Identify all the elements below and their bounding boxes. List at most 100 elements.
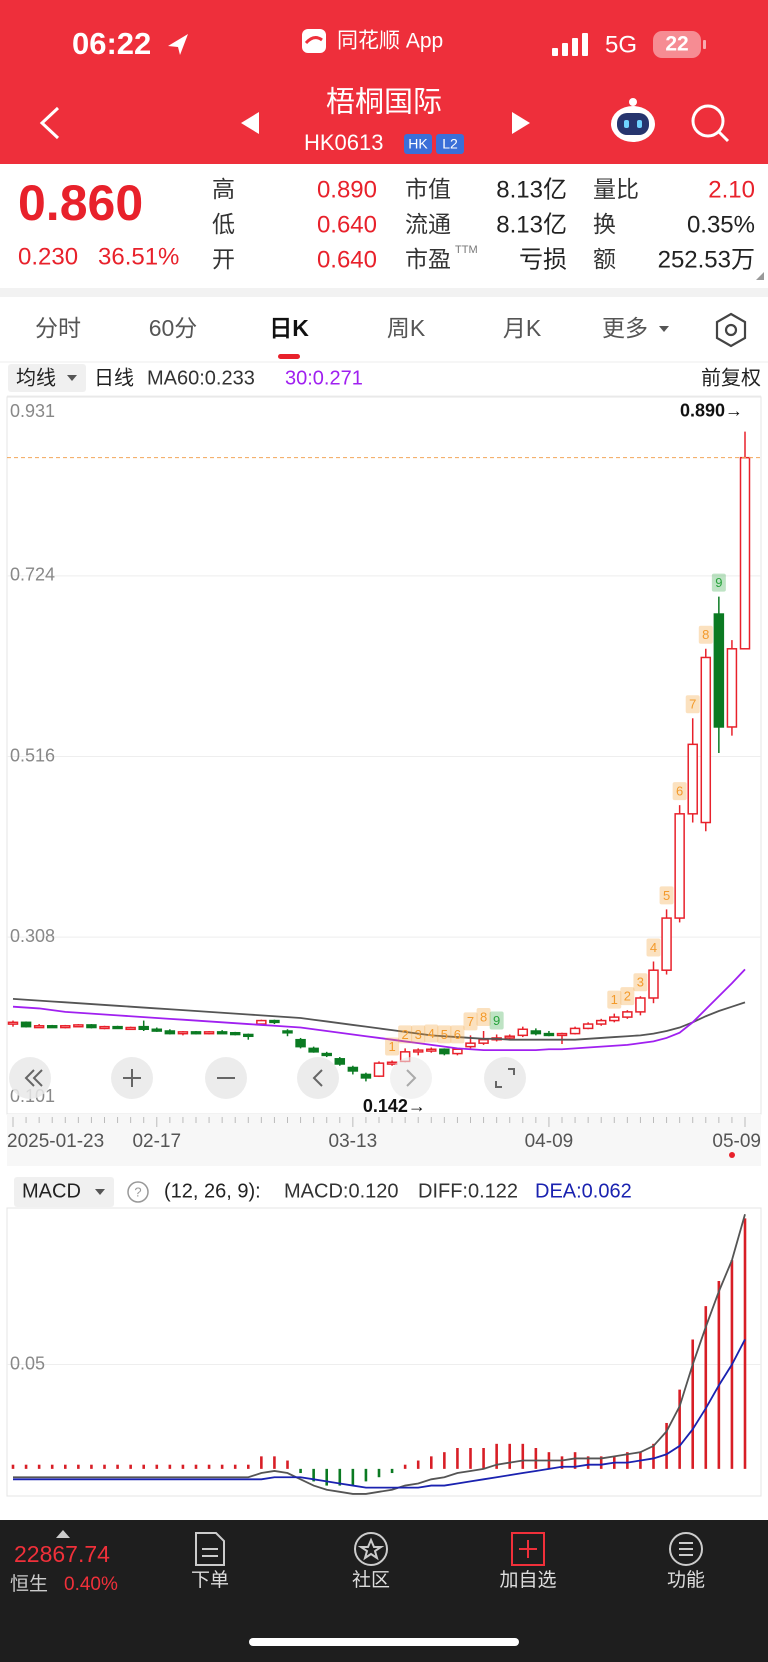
macd-arrow (95, 1189, 105, 1195)
candle-body (112, 1025, 123, 1030)
nav-item[interactable]: 加自选 (499, 1569, 556, 1591)
candle-body (334, 1058, 346, 1065)
macd-select[interactable] (14, 1177, 114, 1207)
signal-tag-label: 8 (480, 1009, 487, 1024)
last-price: 0.860 (18, 175, 143, 231)
signal-tag-label: 2 (402, 1027, 409, 1042)
signal-tag (476, 1008, 491, 1027)
candle-body (125, 1026, 136, 1031)
tab[interactable]: 日K (269, 315, 309, 341)
candle-body (569, 1027, 581, 1035)
signal-tag (463, 1012, 478, 1031)
field-label: 低 (212, 211, 235, 237)
battery-level: 22 (665, 33, 688, 56)
nav-item[interactable]: 下单 (191, 1569, 229, 1591)
signal-tag (398, 1025, 413, 1044)
x-tick-label: 04-09 (525, 1131, 574, 1152)
next-stock[interactable] (512, 112, 530, 134)
signal-tag-label: 3 (415, 1027, 422, 1042)
prev-stock[interactable] (241, 112, 259, 134)
candle-body (582, 1023, 594, 1030)
candle-body (203, 1031, 215, 1035)
low-annotation: 0.142→ (363, 1096, 426, 1116)
field-sup: TTM (455, 244, 478, 256)
candle-body (216, 1031, 228, 1035)
divider (0, 288, 768, 297)
signal-tag-label: 9 (715, 575, 722, 590)
tab[interactable]: 更多 (602, 315, 648, 341)
candle-body (739, 456, 751, 650)
indicator-select[interactable] (8, 364, 86, 392)
indicator-arrow (67, 375, 77, 381)
expand-corner[interactable] (756, 272, 764, 280)
watchlist-icon (511, 1532, 545, 1566)
candle-body (648, 969, 659, 999)
scroll-right[interactable] (390, 1057, 432, 1099)
badge: L2 (442, 136, 458, 152)
y-tick-label: 0.308 (10, 926, 55, 946)
y-tick-label: 0.931 (10, 401, 55, 421)
candle-body (46, 1025, 58, 1029)
scroll-left[interactable] (297, 1057, 339, 1099)
field-value: 8.13亿 (496, 176, 567, 203)
candle-body (452, 1048, 463, 1055)
icon (24, 1069, 43, 1087)
candle-body (86, 1024, 97, 1029)
candle-body (33, 1025, 45, 1029)
signal-tag-label: 6 (676, 784, 683, 799)
back-button[interactable] (39, 106, 60, 140)
chart-controls (9, 1057, 526, 1099)
header-bg (0, 0, 768, 164)
x-tick-label: 03-13 (329, 1131, 378, 1152)
help-icon[interactable] (127, 1181, 149, 1203)
assistant-icon[interactable] (611, 98, 655, 142)
tab[interactable]: 月K (503, 315, 542, 341)
candle-body (308, 1047, 319, 1053)
index-value[interactable]: 22867.74 (14, 1541, 110, 1567)
more-arrow (659, 326, 669, 332)
nav-item[interactable]: 社区 (352, 1569, 390, 1591)
watchlist-plus (519, 1540, 537, 1558)
candle-body (373, 1062, 385, 1077)
candle-body (700, 656, 712, 824)
function-lines (679, 1542, 693, 1556)
tab[interactable]: 60分 (149, 315, 198, 341)
signal-tag-label: 1 (611, 992, 618, 1007)
signal-tag-label: 5 (441, 1027, 448, 1042)
signal-tag-label: 7 (467, 1014, 474, 1029)
tab[interactable]: 分时 (35, 315, 81, 341)
signal-tag-label: 5 (663, 888, 670, 903)
latest-dot (729, 1152, 735, 1158)
candle-body (543, 1032, 555, 1037)
candle-body (635, 997, 646, 1013)
candle-body (439, 1048, 450, 1055)
tab[interactable]: 周K (387, 315, 426, 341)
ma-legend: 30:0.271 (285, 367, 363, 389)
signal-tag (659, 886, 674, 905)
candle-body (295, 1038, 306, 1048)
candle-body (687, 743, 698, 815)
candle-body (530, 1030, 542, 1035)
candle-body (177, 1031, 189, 1035)
search-button[interactable] (691, 104, 730, 143)
candle-body (556, 1032, 568, 1037)
scroll-start[interactable] (9, 1057, 51, 1099)
signal-tag (385, 1037, 400, 1056)
candle-body (478, 1038, 489, 1044)
nav-item[interactable]: 功能 (667, 1569, 705, 1591)
x-axis-band (7, 1114, 761, 1166)
high-annotation: 0.890→ (680, 400, 743, 420)
field-value: 2.10 (708, 176, 755, 203)
field-label: 高 (212, 176, 235, 202)
settings-button[interactable] (715, 312, 747, 348)
battery-tip (703, 40, 706, 49)
candle-body (243, 1033, 254, 1038)
adjust-mode[interactable]: 前复权 (701, 366, 761, 389)
signal-tag (620, 987, 635, 1006)
candle-body (465, 1042, 476, 1048)
signal-tag-label: 4 (428, 1026, 435, 1041)
fullscreen[interactable] (484, 1057, 526, 1099)
candle-body (190, 1031, 202, 1035)
signal-tag-label: 7 (689, 697, 696, 712)
